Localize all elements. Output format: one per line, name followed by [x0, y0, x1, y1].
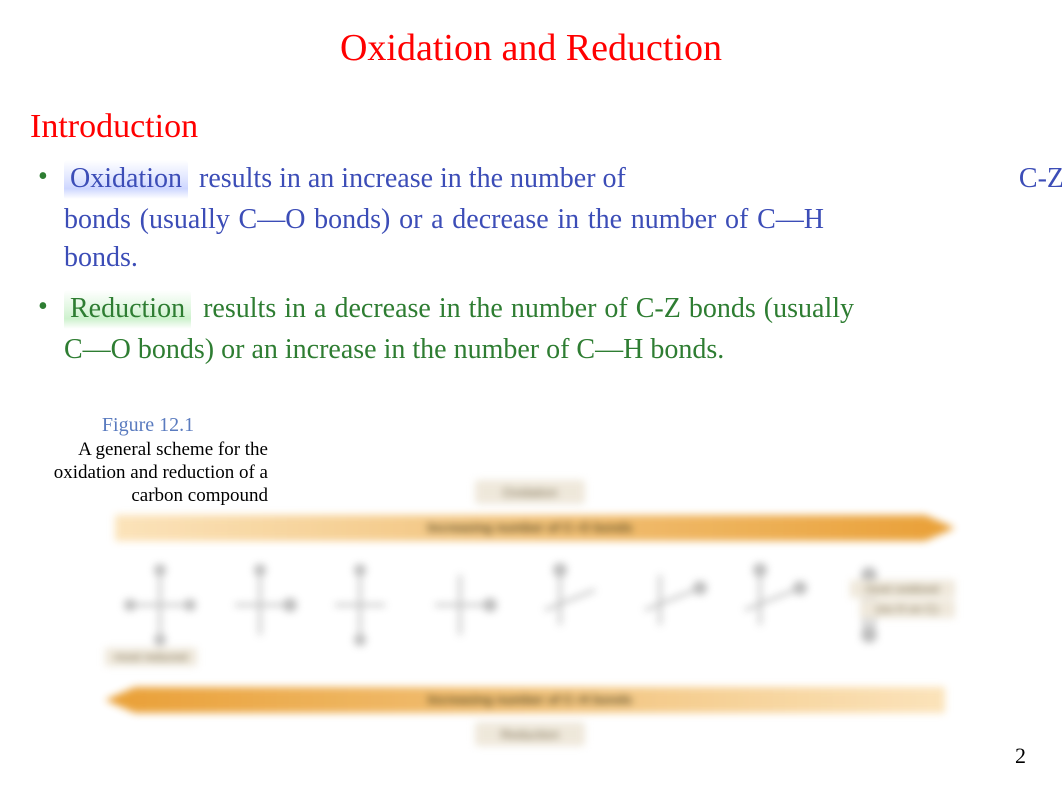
diagram-structures-row — [124, 563, 877, 646]
oxidation-scheme-diagram: Oxidation Increasing number of C–O bonds… — [105, 480, 955, 750]
bullet-oxidation-trailing: C-Z — [1019, 160, 1062, 199]
bullet-list: Oxidation results in an increase in the … — [34, 160, 1034, 381]
keyword-reduction: Reduction — [64, 290, 191, 331]
bullet-oxidation-line1-wrap: Oxidation results in an increase in the … — [64, 160, 824, 201]
diagram-bottom-bar-text: Increasing number of C–H bonds — [428, 692, 632, 707]
diagram-right-note1: most oxidized — [865, 582, 938, 596]
keyword-oxidation: Oxidation — [64, 160, 188, 201]
page-number: 2 — [1015, 743, 1026, 769]
diagram-bottom-label: Reduction — [501, 727, 560, 742]
diagram-right-note2: (no H on C) — [876, 602, 938, 616]
bullet-oxidation: Oxidation results in an increase in the … — [34, 160, 1062, 278]
bullet-oxidation-line2: bonds (usually C—O bonds) or a decrease … — [64, 201, 824, 278]
diagram-structure — [545, 563, 595, 625]
diagram-structure — [124, 564, 196, 646]
slide: Oxidation and Reduction Introduction Oxi… — [0, 0, 1062, 797]
section-subtitle: Introduction — [30, 108, 198, 146]
diagram-structure — [235, 564, 297, 635]
figure-number: Figure 12.1 — [28, 413, 268, 437]
diagram-structure — [645, 575, 707, 625]
diagram-top-label: Oxidation — [503, 485, 558, 500]
diagram-top-bar-text: Increasing number of C–O bonds — [427, 520, 632, 535]
bullet-reduction: Reduction results in a decrease in the n… — [34, 290, 854, 369]
diagram-structure — [335, 564, 385, 646]
bullet-oxidation-body: results in an increase in the number of — [192, 163, 626, 194]
diagram-structure — [435, 575, 497, 635]
diagram-left-note: most reduced — [115, 650, 188, 664]
diagram-structure — [745, 563, 807, 625]
slide-title: Oxidation and Reduction — [0, 26, 1062, 70]
